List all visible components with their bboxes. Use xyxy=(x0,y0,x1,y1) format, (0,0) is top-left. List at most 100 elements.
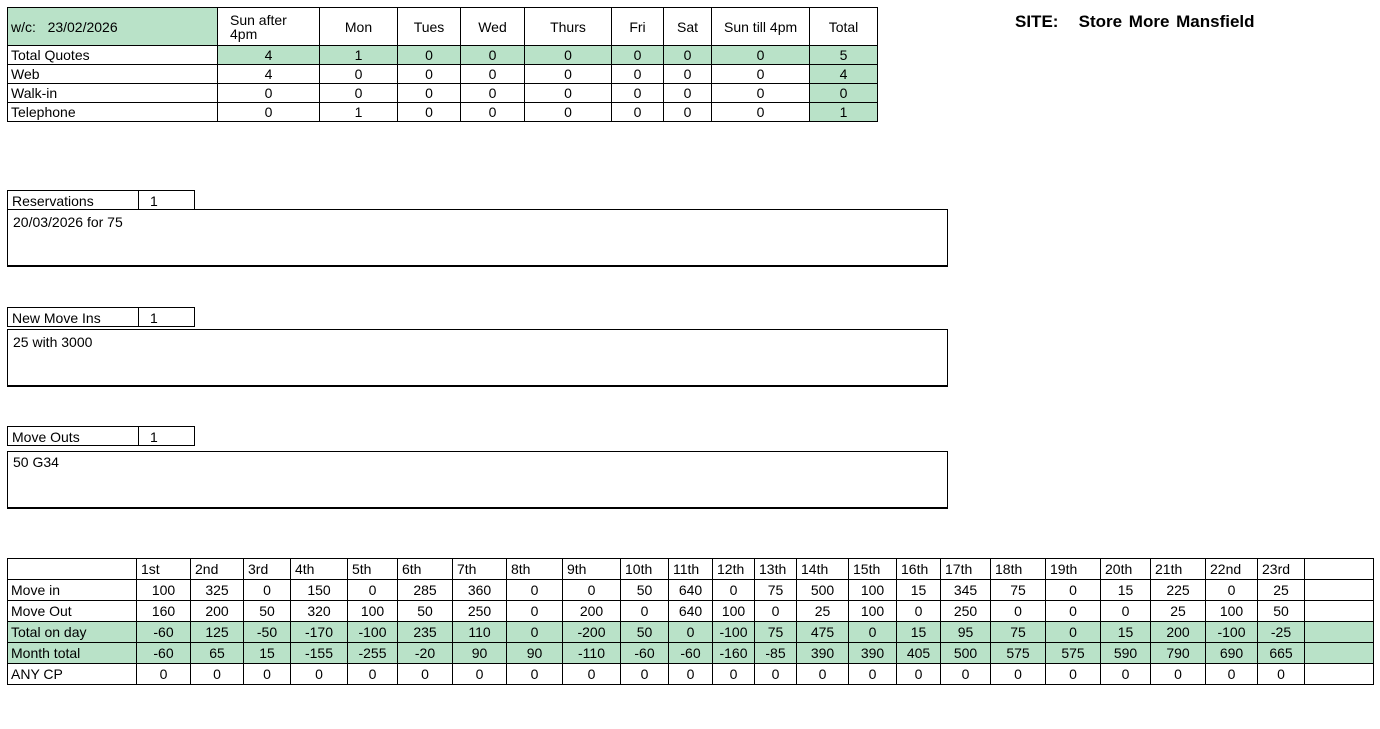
quote-cell: 0 xyxy=(397,64,461,84)
quote-cell: 0 xyxy=(397,45,461,65)
day-value: 90 xyxy=(452,642,507,664)
day-value: -60 xyxy=(136,621,191,643)
day-header: 21th xyxy=(1150,558,1206,580)
day-value: 0 xyxy=(347,663,398,685)
day-value: -85 xyxy=(754,642,797,664)
day-value: 75 xyxy=(990,621,1046,643)
day-header: 2nd xyxy=(190,558,244,580)
month-row: Month total -60 65 15 -155 -255 -20 90 90 -110 -60… xyxy=(7,642,1374,664)
month-row: Total on day -60 125 -50 -170 -100 235 110 0 -200… xyxy=(7,621,1374,643)
quote-cell: 0 xyxy=(524,83,612,103)
day-value: 65 xyxy=(190,642,244,664)
row-label: Month total xyxy=(7,642,137,664)
quotes-header-row: w/c: 23/02/2026 Sun after 4pm Mon Tues Wed Th… xyxy=(7,7,878,46)
day-value: 0 xyxy=(754,600,797,622)
quote-cell: 0 xyxy=(711,45,810,65)
day-value: 0 xyxy=(1257,663,1305,685)
day-value: -20 xyxy=(397,642,453,664)
day-value: 0 xyxy=(1100,600,1151,622)
day-value: 110 xyxy=(452,621,507,643)
day-value: 100 xyxy=(347,600,398,622)
day-header: 22nd xyxy=(1205,558,1258,580)
quote-cell: 1 xyxy=(319,102,398,122)
day-value: 0 xyxy=(990,600,1046,622)
site-name: Store More Mansfield xyxy=(1078,12,1255,31)
day-value: 0 xyxy=(506,621,563,643)
day-value: 0 xyxy=(506,600,563,622)
day-value: 90 xyxy=(506,642,563,664)
day-value: 325 xyxy=(190,579,244,601)
row-label: Move Out xyxy=(7,600,137,622)
quote-cell: 4 xyxy=(217,64,320,84)
day-value: 790 xyxy=(1150,642,1206,664)
quote-cell: 0 xyxy=(217,83,320,103)
day-value: 75 xyxy=(990,579,1046,601)
day-header: 14th xyxy=(796,558,849,580)
quotes-header: Mon xyxy=(319,7,398,46)
day-value: 345 xyxy=(940,579,991,601)
move-ins-label: New Move Ins xyxy=(7,307,139,327)
quote-cell: 0 xyxy=(663,83,712,103)
day-value: 0 xyxy=(620,600,669,622)
day-value: 75 xyxy=(754,621,797,643)
day-value: 500 xyxy=(796,579,849,601)
day-value: 150 xyxy=(290,579,348,601)
row-label: Move in xyxy=(7,579,137,601)
day-header: 6th xyxy=(397,558,453,580)
day-value: 285 xyxy=(397,579,453,601)
quote-cell: 0 xyxy=(460,45,525,65)
quote-cell: 0 xyxy=(711,64,810,84)
row-label: Total on day xyxy=(7,621,137,643)
day-value: 100 xyxy=(136,579,191,601)
day-value: 0 xyxy=(712,663,755,685)
week-commencing: w/c: 23/02/2026 xyxy=(7,7,218,46)
day-value: 0 xyxy=(796,663,849,685)
quote-cell: 0 xyxy=(524,64,612,84)
day-value: 0 xyxy=(1045,600,1101,622)
day-value: 575 xyxy=(1045,642,1101,664)
day-value: 235 xyxy=(397,621,453,643)
day-value: 390 xyxy=(848,642,897,664)
day-value: 360 xyxy=(452,579,507,601)
day-value: -255 xyxy=(347,642,398,664)
day-header xyxy=(1304,558,1374,580)
day-value: 405 xyxy=(896,642,941,664)
day-value: 640 xyxy=(668,579,713,601)
day-value: -170 xyxy=(290,621,348,643)
quote-cell: 0 xyxy=(809,83,878,103)
monthly-table: 1st 2nd 3rd 4th 5th 6th 7th 8th 9th 10th 11th 12th 1… xyxy=(7,558,1374,685)
day-value: 0 xyxy=(896,600,941,622)
day-value: -200 xyxy=(562,621,621,643)
day-header: 1st xyxy=(136,558,191,580)
quote-cell: 1 xyxy=(319,45,398,65)
move-ins-count: 1 xyxy=(138,307,195,327)
day-value xyxy=(1304,579,1374,601)
row-label: Telephone xyxy=(7,102,218,122)
day-value: 0 xyxy=(896,663,941,685)
day-value: -60 xyxy=(136,642,191,664)
day-value xyxy=(1304,600,1374,622)
month-row: Move Out 160 200 50 320 100 50 250 0 200 0 640 100 0 2… xyxy=(7,600,1374,622)
day-value: -25 xyxy=(1257,621,1305,643)
day-value: -60 xyxy=(620,642,669,664)
move-outs-label: Move Outs xyxy=(7,426,139,446)
day-value: -110 xyxy=(562,642,621,664)
day-value: 0 xyxy=(290,663,348,685)
day-value: 250 xyxy=(452,600,507,622)
row-label: Walk-in xyxy=(7,83,218,103)
day-value: 500 xyxy=(940,642,991,664)
quote-cell: 0 xyxy=(663,102,712,122)
quote-cell: 0 xyxy=(663,64,712,84)
quote-cell: 0 xyxy=(711,102,810,122)
move-outs-count: 1 xyxy=(138,426,195,446)
day-value: 0 xyxy=(1100,663,1151,685)
day-value: 390 xyxy=(796,642,849,664)
day-value: -50 xyxy=(243,621,291,643)
day-value: 25 xyxy=(1150,600,1206,622)
day-value: 25 xyxy=(1257,579,1305,601)
quote-cell: 0 xyxy=(711,83,810,103)
day-header: 3rd xyxy=(243,558,291,580)
day-header: 20th xyxy=(1100,558,1151,580)
quotes-header: Wed xyxy=(460,7,525,46)
quotes-header: Sun till 4pm xyxy=(711,7,810,46)
